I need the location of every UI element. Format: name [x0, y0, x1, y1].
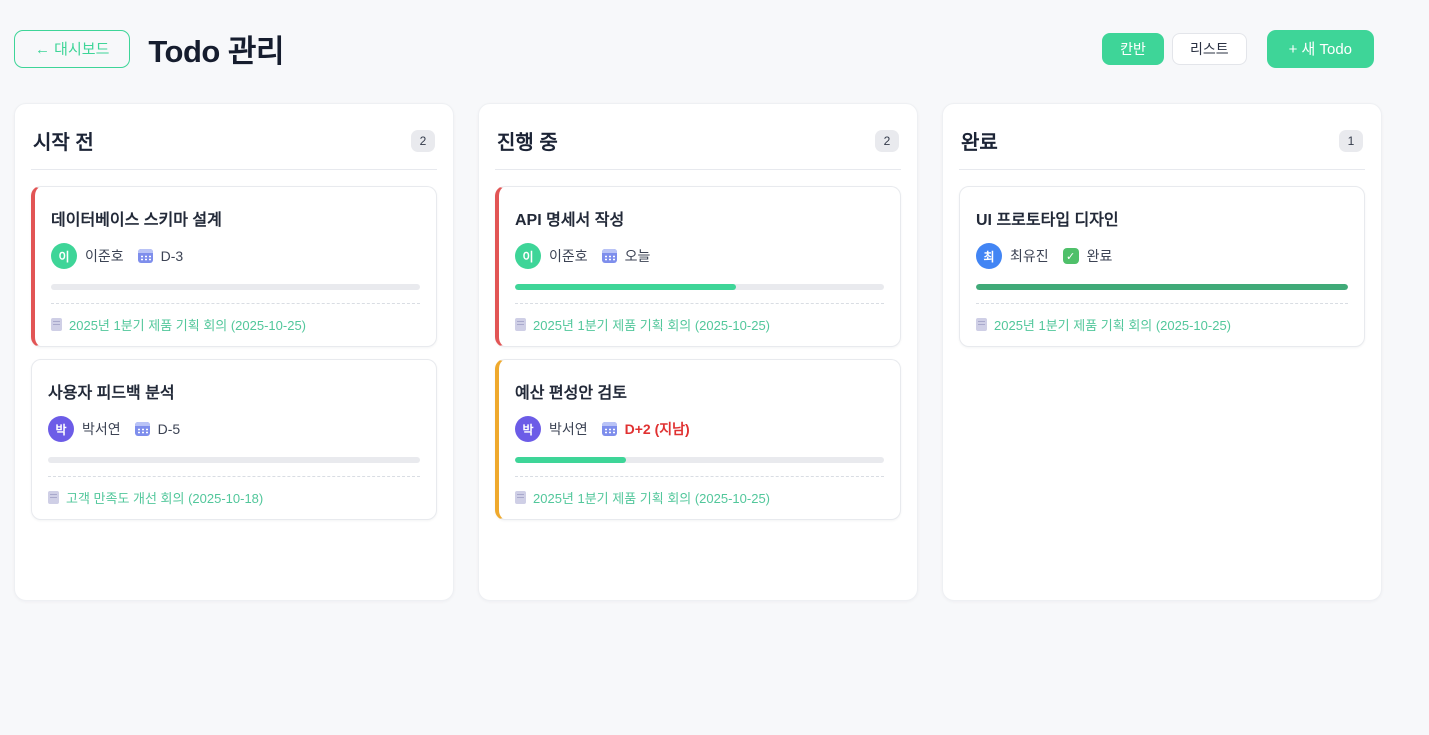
document-icon	[48, 491, 59, 504]
card-title: 사용자 피드백 분석	[48, 385, 175, 402]
card-title: 예산 편성안 검토	[515, 385, 627, 402]
kanban-column-in-progress: 진행 중 2 API 명세서 작성 이 이준호 ✓ 오늘 2025년 1분기 제	[478, 103, 918, 601]
due-label: 완료	[1086, 248, 1113, 264]
document-icon	[51, 318, 62, 331]
todo-card[interactable]: 예산 편성안 검토 박 박서연 ✓ D+2 (지남) 2025년 1분기 제품 …	[495, 359, 901, 520]
card-footer: 2025년 1분기 제품 기획 회의 (2025-10-25)	[515, 476, 884, 507]
card-list: API 명세서 작성 이 이준호 ✓ 오늘 2025년 1분기 제품 기획 회의…	[495, 170, 901, 520]
page-header: ← 대시보드 Todo 관리 칸반 리스트 + 새 Todo	[0, 0, 1429, 71]
card-footer: 2025년 1분기 제품 기획 회의 (2025-10-25)	[51, 303, 420, 334]
card-title: UI 프로토타입 디자인	[976, 212, 1119, 229]
column-header: 진행 중 2	[495, 120, 901, 170]
document-icon	[515, 491, 526, 504]
view-toggle-kanban[interactable]: 칸반	[1102, 32, 1164, 65]
calendar-icon	[601, 249, 617, 263]
todo-card[interactable]: 데이터베이스 스키마 설계 이 이준호 ✓ D-3 2025년 1분기 제품 기…	[31, 186, 437, 347]
progress-fill	[976, 284, 1348, 290]
column-count-badge: 2	[411, 129, 435, 152]
meeting-link[interactable]: 2025년 1분기 제품 기획 회의 (2025-10-25)	[994, 318, 1232, 333]
column-header: 시작 전 2	[31, 120, 437, 170]
document-icon	[976, 318, 987, 331]
card-meta: 최 최유진 ✓ 완료	[976, 243, 1348, 269]
calendar-icon	[134, 422, 150, 436]
back-to-dashboard-button[interactable]: ← 대시보드	[14, 29, 131, 68]
kanban-column-not-started: 시작 전 2 데이터베이스 스키마 설계 이 이준호 ✓ D-3 2025년 1	[14, 103, 454, 601]
todo-card[interactable]: 사용자 피드백 분석 박 박서연 ✓ D-5 고객 만족도 개선 회의 (202…	[31, 359, 437, 520]
avatar: 박	[515, 416, 541, 442]
view-toggle-list[interactable]: 리스트	[1171, 32, 1247, 65]
avatar: 박	[48, 416, 74, 442]
page-title: Todo 관리	[148, 34, 284, 69]
kanban-column-done: 완료 1 UI 프로토타입 디자인 최 최유진 ✓ 완료 2025년 1분기 제	[942, 103, 1382, 601]
column-title: 시작 전	[33, 132, 94, 154]
todo-card[interactable]: API 명세서 작성 이 이준호 ✓ 오늘 2025년 1분기 제품 기획 회의…	[495, 186, 901, 347]
card-list: UI 프로토타입 디자인 최 최유진 ✓ 완료 2025년 1분기 제품 기획 …	[959, 170, 1365, 347]
calendar-icon	[137, 249, 153, 263]
document-icon	[515, 318, 526, 331]
card-title: 데이터베이스 스키마 설계	[51, 212, 222, 229]
card-title: API 명세서 작성	[515, 212, 625, 229]
card-footer: 고객 만족도 개선 회의 (2025-10-18)	[48, 476, 420, 507]
due-label: 오늘	[624, 248, 651, 264]
assignee-name: 이준호	[549, 248, 588, 264]
card-meta: 이 이준호 ✓ 오늘	[515, 243, 884, 269]
column-title: 진행 중	[497, 132, 558, 154]
card-footer: 2025년 1분기 제품 기획 회의 (2025-10-25)	[976, 303, 1348, 334]
card-meta: 박 박서연 ✓ D-5	[48, 416, 420, 442]
progress-track	[976, 284, 1348, 290]
avatar: 이	[515, 243, 541, 269]
card-list: 데이터베이스 스키마 설계 이 이준호 ✓ D-3 2025년 1분기 제품 기…	[31, 170, 437, 520]
column-title: 완료	[961, 132, 998, 154]
due-label: D-5	[157, 421, 181, 437]
progress-track	[51, 284, 420, 290]
column-header: 완료 1	[959, 120, 1365, 170]
column-count-badge: 1	[1339, 129, 1363, 152]
due-label: D-3	[160, 248, 184, 264]
card-footer: 2025년 1분기 제품 기획 회의 (2025-10-25)	[515, 303, 884, 334]
new-todo-button[interactable]: + 새 Todo	[1266, 29, 1374, 68]
card-meta: 이 이준호 ✓ D-3	[51, 243, 420, 269]
meeting-link[interactable]: 2025년 1분기 제품 기획 회의 (2025-10-25)	[533, 491, 771, 506]
assignee-name: 박서연	[82, 421, 121, 437]
due-label: D+2 (지남)	[624, 421, 690, 437]
progress-track	[515, 284, 884, 290]
kanban-board: 시작 전 2 데이터베이스 스키마 설계 이 이준호 ✓ D-3 2025년 1	[14, 103, 1382, 601]
progress-fill	[515, 284, 737, 290]
assignee-name: 최유진	[1010, 248, 1049, 264]
todo-card[interactable]: UI 프로토타입 디자인 최 최유진 ✓ 완료 2025년 1분기 제품 기획 …	[959, 186, 1365, 347]
column-count-badge: 2	[875, 129, 899, 152]
progress-fill	[515, 457, 626, 463]
avatar: 이	[51, 243, 77, 269]
card-meta: 박 박서연 ✓ D+2 (지남)	[515, 416, 884, 442]
meeting-link[interactable]: 2025년 1분기 제품 기획 회의 (2025-10-25)	[533, 318, 771, 333]
progress-track	[515, 457, 884, 463]
assignee-name: 박서연	[549, 421, 588, 437]
calendar-icon	[601, 422, 617, 436]
meeting-link[interactable]: 고객 만족도 개선 회의 (2025-10-18)	[66, 491, 264, 506]
meeting-link[interactable]: 2025년 1분기 제품 기획 회의 (2025-10-25)	[69, 318, 307, 333]
avatar: 최	[976, 243, 1002, 269]
progress-track	[48, 457, 420, 463]
assignee-name: 이준호	[85, 248, 124, 264]
check-icon: ✓	[1062, 248, 1079, 264]
